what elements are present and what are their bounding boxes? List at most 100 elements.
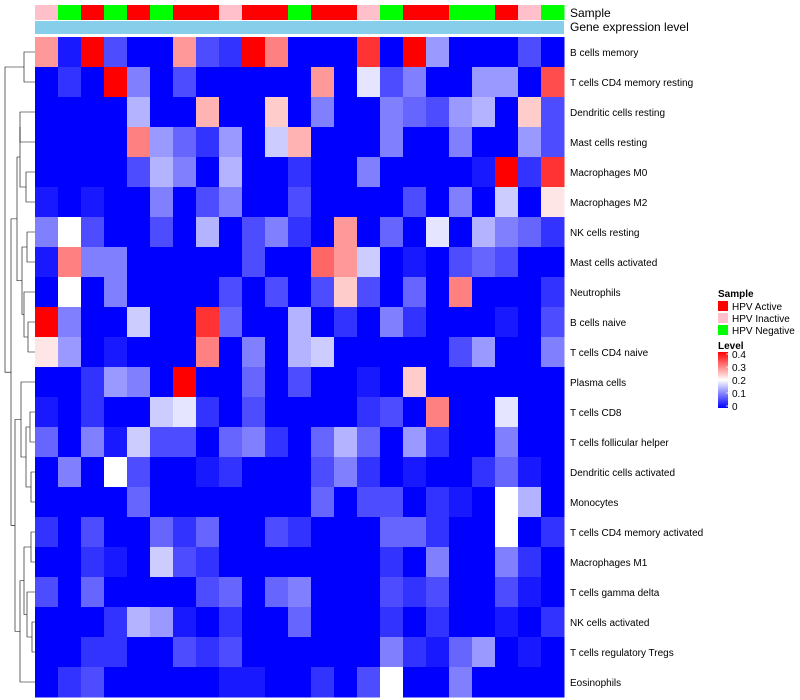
legend-level-colorbar bbox=[718, 352, 728, 408]
heatmap-cell bbox=[495, 517, 519, 548]
heatmap-cell bbox=[196, 277, 220, 308]
heatmap-cell bbox=[472, 187, 496, 218]
heatmap-cell bbox=[334, 367, 358, 398]
heatmap-cell bbox=[35, 307, 59, 338]
heatmap-cell bbox=[357, 547, 381, 578]
heatmap-cell bbox=[449, 247, 473, 278]
heatmap-cell bbox=[196, 187, 220, 218]
sample-annotation-cell bbox=[104, 5, 128, 20]
heatmap-cell bbox=[426, 667, 450, 698]
heatmap-cell bbox=[449, 187, 473, 218]
heatmap-cell bbox=[311, 457, 335, 488]
heatmap-cell bbox=[449, 307, 473, 338]
heatmap-cell bbox=[357, 127, 381, 158]
heatmap-cell bbox=[81, 217, 105, 248]
heatmap-cell bbox=[288, 457, 312, 488]
heatmap-cell bbox=[518, 457, 542, 488]
heatmap-cell bbox=[127, 457, 151, 488]
dendrogram-branch bbox=[19, 111, 35, 143]
heatmap-cell bbox=[35, 427, 59, 458]
heatmap-cell bbox=[81, 337, 105, 368]
heatmap-cell bbox=[58, 607, 82, 638]
heatmap-cell bbox=[150, 277, 174, 308]
heatmap-cell bbox=[472, 307, 496, 338]
heatmap-cell bbox=[196, 637, 220, 668]
heatmap-cell bbox=[403, 577, 427, 608]
heatmap-cell bbox=[518, 397, 542, 428]
heatmap-cell bbox=[380, 337, 404, 368]
heatmap-cell bbox=[173, 247, 197, 278]
dendrogram-branch bbox=[27, 321, 35, 353]
heatmap-cell bbox=[104, 187, 128, 218]
heatmap-cell bbox=[58, 97, 82, 128]
heatmap-cell bbox=[288, 637, 312, 668]
heatmap-cell bbox=[35, 37, 59, 68]
heatmap-cell bbox=[472, 337, 496, 368]
heatmap-cell bbox=[334, 547, 358, 578]
heatmap-cell bbox=[219, 277, 243, 308]
heatmap-cell bbox=[426, 577, 450, 608]
heatmap-cell bbox=[472, 427, 496, 458]
heatmap-cell bbox=[541, 127, 565, 158]
heatmap-cell bbox=[334, 247, 358, 278]
heatmap-cell bbox=[219, 37, 243, 68]
heatmap-cell bbox=[242, 667, 266, 698]
heatmap-cell bbox=[196, 577, 220, 608]
heatmap-cell bbox=[449, 157, 473, 188]
heatmap-cell bbox=[219, 427, 243, 458]
heatmap-cell bbox=[495, 277, 519, 308]
heatmap-cell bbox=[426, 547, 450, 578]
heatmap-cell bbox=[495, 37, 519, 68]
heatmap-cell bbox=[104, 67, 128, 98]
heatmap-cell bbox=[495, 67, 519, 98]
heatmap-cell bbox=[196, 517, 220, 548]
heatmap-cell bbox=[127, 367, 151, 398]
heatmap-cell bbox=[449, 367, 473, 398]
row-labels: B cells memory T cells CD4 memory resting… bbox=[570, 48, 703, 689]
heatmap-cell bbox=[265, 37, 289, 68]
heatmap-cell bbox=[219, 487, 243, 518]
dendrogram-branch bbox=[25, 171, 35, 203]
heatmap-cell bbox=[196, 367, 220, 398]
heatmap-cell bbox=[35, 157, 59, 188]
sample-annotation-cell bbox=[265, 5, 289, 20]
heatmap-cell bbox=[127, 577, 151, 608]
heatmap-cell bbox=[35, 67, 59, 98]
row-label: B cells memory bbox=[570, 48, 638, 59]
heatmap-cell bbox=[173, 607, 197, 638]
heatmap-cell bbox=[518, 487, 542, 518]
heatmap-cell bbox=[196, 547, 220, 578]
sample-annotation-cell bbox=[58, 5, 82, 20]
heatmap-cell bbox=[426, 337, 450, 368]
heatmap-cell bbox=[58, 547, 82, 578]
heatmap-cell bbox=[58, 37, 82, 68]
heatmap-cell bbox=[196, 67, 220, 98]
heatmap-cell bbox=[242, 547, 266, 578]
heatmap-cell bbox=[150, 187, 174, 218]
heatmap-cell bbox=[104, 397, 128, 428]
heatmap-cell bbox=[541, 67, 565, 98]
heatmap-cell bbox=[196, 307, 220, 338]
heatmap-cell bbox=[334, 127, 358, 158]
heatmap-cell bbox=[426, 97, 450, 128]
dendrogram-branch bbox=[26, 591, 35, 638]
heatmap-cell bbox=[288, 97, 312, 128]
annotation-label-sample: Sample bbox=[570, 6, 611, 20]
heatmap-cell bbox=[311, 577, 335, 608]
heatmap-cell bbox=[58, 337, 82, 368]
heatmap-cell bbox=[380, 187, 404, 218]
row-label: T cells CD4 naive bbox=[570, 348, 649, 359]
heatmap-cell bbox=[104, 487, 128, 518]
heatmap-cell bbox=[150, 607, 174, 638]
heatmap-cell bbox=[518, 337, 542, 368]
heatmap-cell bbox=[173, 337, 197, 368]
heatmap-cell bbox=[58, 487, 82, 518]
sample-annotation-cell bbox=[518, 5, 542, 20]
heatmap-cell bbox=[173, 637, 197, 668]
heatmap-cell bbox=[472, 157, 496, 188]
sample-annotation-cell bbox=[242, 5, 266, 20]
row-label: Macrophages M2 bbox=[570, 198, 648, 209]
heatmap-cell bbox=[495, 217, 519, 248]
heatmap-cell bbox=[127, 397, 151, 428]
